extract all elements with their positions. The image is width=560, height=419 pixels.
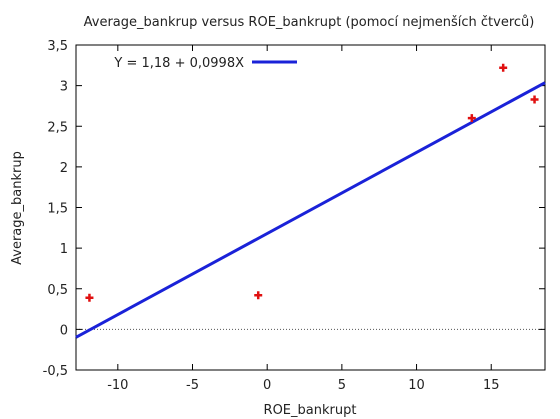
plot-frame (75, 44, 546, 371)
x-axis-ticks: -10 -5 0 5 10 15 (107, 45, 500, 393)
legend: Y = 1,18 + 0,0998X (113, 56, 297, 71)
y-tick-label: -0,5 (43, 364, 68, 379)
x-tick-label: 10 (408, 378, 425, 393)
y-tick-label: 2 (60, 161, 68, 176)
fit-line (75, 81, 546, 339)
y-tick-label: 0,5 (47, 283, 68, 298)
x-tick-label: -10 (107, 378, 128, 393)
y-axis-ticks: -0,5 0 0,5 1 1,5 2 2,5 3 3,5 (43, 39, 545, 379)
x-tick-label: 0 (263, 378, 271, 393)
y-tick-label: 1 (60, 242, 68, 257)
points-layer (85, 63, 539, 302)
y-tick-label: 0 (60, 323, 68, 338)
x-axis-title: ROE_bankrupt (264, 403, 357, 418)
chart-title: Average_bankrup versus ROE_bankrupt (pom… (84, 15, 535, 30)
data-point (499, 63, 508, 72)
data-point (467, 114, 476, 123)
legend-label: Y = 1,18 + 0,0998X (113, 56, 244, 71)
data-point (530, 95, 539, 104)
x-tick-label: 5 (338, 378, 346, 393)
data-point (85, 293, 94, 302)
y-tick-label: 3 (60, 80, 68, 95)
y-tick-label: 3,5 (47, 39, 68, 54)
fit-line-layer (75, 81, 546, 339)
y-axis-title: Average_bankrup (10, 151, 25, 265)
data-point (254, 291, 263, 300)
x-tick-label: -5 (186, 378, 199, 393)
y-tick-label: 2,5 (47, 120, 68, 135)
x-tick-label: 15 (483, 378, 500, 393)
y-tick-label: 1,5 (47, 202, 68, 217)
